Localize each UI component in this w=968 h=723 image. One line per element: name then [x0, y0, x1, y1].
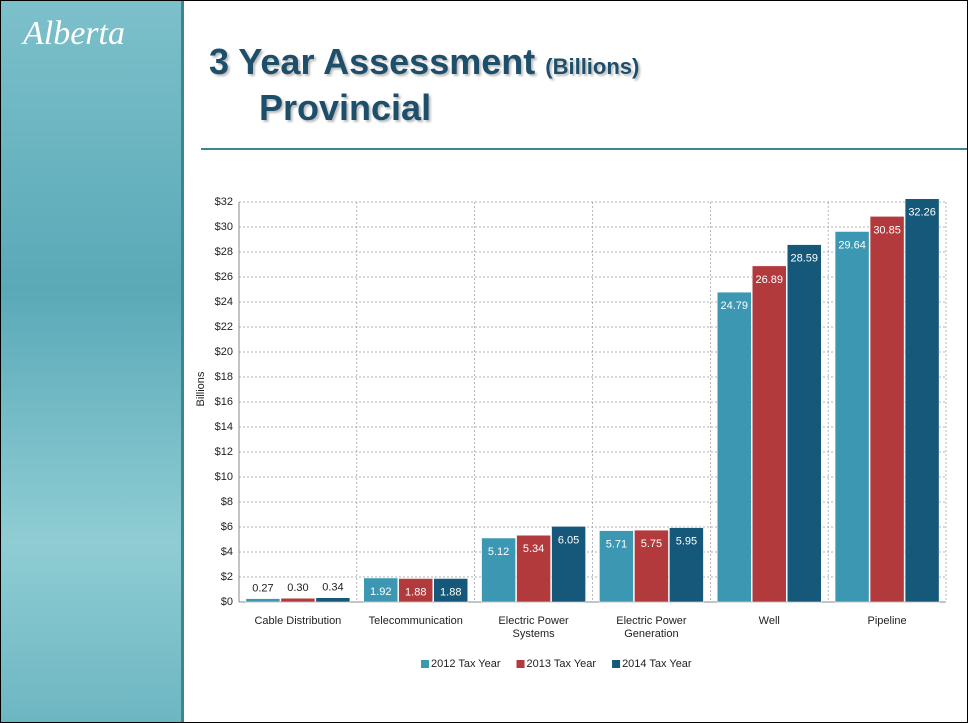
bar — [869, 216, 905, 603]
bar — [398, 578, 433, 603]
title-text: 3 Year Assessment — [209, 41, 536, 82]
y-tick-label: $26 — [215, 271, 233, 283]
value-label: 26.89 — [755, 274, 783, 286]
value-label: 6.05 — [558, 534, 579, 546]
y-tick-label: $0 — [221, 596, 233, 608]
y-tick-label: $22 — [215, 321, 233, 333]
bar — [363, 577, 398, 603]
bar — [834, 231, 870, 603]
bar — [752, 265, 787, 603]
bar — [551, 526, 586, 603]
value-label: 5.95 — [676, 536, 697, 548]
bar — [717, 291, 752, 603]
sidebar: Alberta — [1, 1, 184, 722]
bar — [280, 598, 316, 603]
value-label: 28.59 — [790, 253, 818, 265]
bar — [433, 578, 468, 603]
legend-label: 2014 Tax Year — [622, 658, 692, 670]
y-tick-label: $18 — [215, 371, 233, 383]
y-tick-label: $2 — [221, 571, 233, 583]
value-label: 0.30 — [287, 582, 308, 594]
value-label: 5.75 — [641, 538, 662, 550]
value-label: 0.27 — [252, 583, 273, 595]
value-label: 1.92 — [370, 586, 391, 598]
bar — [516, 535, 551, 603]
x-tick-label: Electric Power Generation — [616, 615, 687, 640]
legend-swatch — [516, 660, 525, 668]
value-label: 1.88 — [405, 586, 426, 598]
value-label: 5.34 — [523, 543, 544, 555]
y-tick-label: $14 — [215, 421, 233, 433]
x-tick-label: Cable Distribution — [254, 615, 342, 627]
y-axis-title: Billions — [195, 371, 207, 406]
legend-label: 2012 Tax Year — [431, 658, 501, 670]
bar — [787, 244, 822, 603]
y-tick-label: $10 — [215, 471, 233, 483]
value-label: 29.64 — [838, 239, 866, 251]
y-tick-label: $16 — [215, 396, 233, 408]
y-tick-label: $4 — [221, 546, 233, 558]
legend-label: 2013 Tax Year — [527, 658, 597, 670]
subtitle: Provincial — [259, 87, 432, 128]
x-tick-label: Telecommunication — [368, 615, 463, 627]
y-tick-label: $24 — [215, 296, 233, 308]
legend-swatch — [612, 660, 621, 668]
value-label: 24.79 — [720, 300, 748, 312]
bar — [599, 530, 634, 603]
title: 3 Year Assessment (Billions) — [209, 41, 639, 83]
value-label: 32.26 — [908, 207, 936, 219]
y-tick-label: $32 — [215, 196, 233, 208]
bar — [634, 529, 669, 603]
value-label: 5.71 — [606, 539, 627, 551]
title-unit: (Billions) — [545, 54, 640, 79]
bar — [669, 527, 704, 603]
value-label: 30.85 — [873, 224, 901, 236]
value-label: 5.12 — [488, 546, 509, 558]
x-tick-label: Pipeline — [867, 615, 907, 627]
x-tick-label: Electric Power Systems — [498, 615, 569, 640]
y-tick-label: $6 — [221, 521, 233, 533]
bar — [245, 598, 281, 603]
legend-swatch — [421, 660, 429, 668]
value-label: 1.88 — [440, 586, 461, 598]
bar — [315, 597, 351, 603]
title-rule — [201, 148, 967, 150]
y-tick-label: $8 — [221, 496, 233, 508]
y-tick-label: $30 — [215, 221, 233, 233]
bar — [481, 537, 516, 603]
x-tick-label: Well — [758, 615, 780, 627]
y-tick-label: $20 — [215, 346, 233, 358]
logo: Alberta — [23, 15, 125, 52]
y-tick-label: $12 — [215, 446, 233, 458]
value-label: 0.34 — [322, 582, 343, 594]
bar — [904, 198, 940, 603]
y-tick-label: $28 — [215, 246, 233, 258]
